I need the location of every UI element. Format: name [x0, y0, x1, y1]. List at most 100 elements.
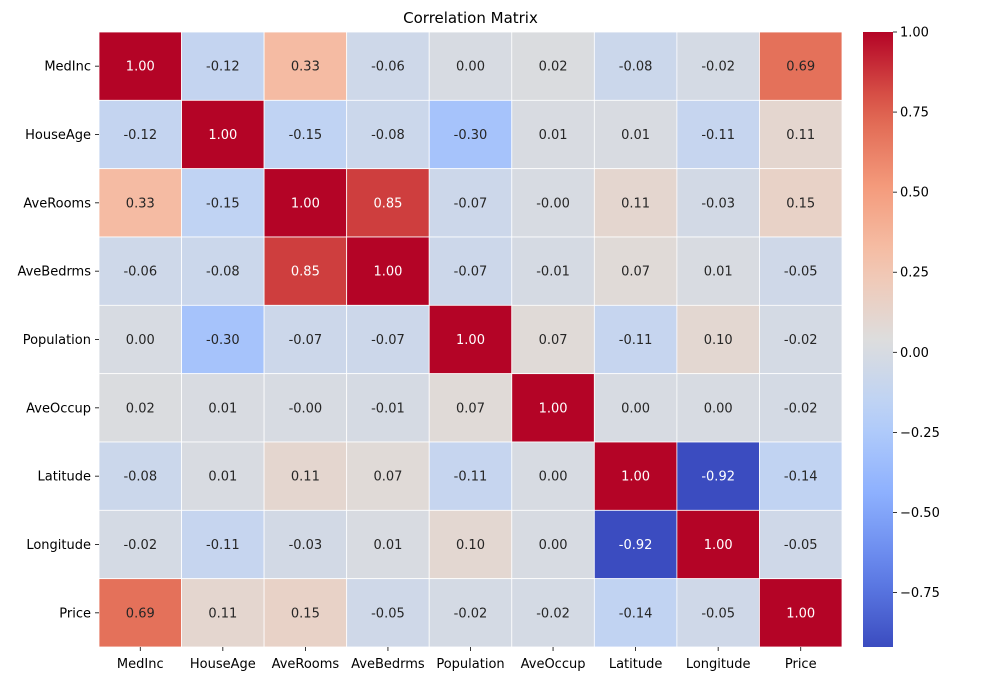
heatmap-cell — [346, 373, 430, 443]
cell-value-label: 0.01 — [621, 128, 650, 143]
colorbar-ticks: 1.00 0.75 0.50 0.25 0.00 −0.25 −0.50 −0.75 — [893, 26, 940, 601]
y-tick-label: Latitude — [37, 470, 91, 485]
heatmap-cell — [263, 99, 348, 170]
cell-value-label: 0.00 — [539, 538, 568, 553]
cell-value-label: -0.02 — [784, 333, 818, 348]
cell-value-label: -0.92 — [619, 538, 653, 553]
heatmap-cell — [511, 509, 595, 580]
colorbar — [863, 32, 893, 647]
cell-value-label: 0.11 — [786, 128, 815, 143]
cell-value-label: -0.12 — [206, 60, 240, 75]
cell-value-label: 0.01 — [373, 538, 402, 553]
cell-value-label: 0.00 — [539, 470, 568, 485]
cell-value-label: 1.00 — [126, 60, 155, 75]
colorbar-tick-label: 0.50 — [900, 186, 929, 201]
heatmap-cell — [346, 509, 430, 580]
heatmap-cell — [428, 441, 513, 511]
cell-value-label: -0.01 — [371, 401, 405, 416]
cell-value-label: -0.07 — [454, 196, 488, 211]
cell-value-label: -0.02 — [123, 538, 157, 553]
cell-value-label: -0.02 — [536, 606, 570, 621]
heatmap-cell — [759, 168, 843, 238]
colorbar-tick-label: 0.25 — [900, 266, 929, 281]
cell-value-label: -0.30 — [454, 128, 488, 143]
heatmap-cell — [263, 168, 348, 238]
x-tick-label: AveRooms — [272, 657, 340, 672]
heatmap-cell — [759, 304, 843, 375]
cell-value-label: 0.01 — [539, 128, 568, 143]
heatmap-cell — [676, 99, 760, 170]
y-tick-label: AveOccup — [26, 401, 91, 416]
cell-value-label: -0.07 — [371, 333, 405, 348]
colorbar-tick-label: 1.00 — [900, 26, 929, 41]
cell-value-label: 0.07 — [539, 333, 568, 348]
cell-value-label: 0.00 — [704, 401, 733, 416]
cell-value-label: 0.15 — [291, 606, 320, 621]
heatmap-cell — [428, 168, 513, 238]
cell-value-label: 0.02 — [539, 60, 568, 75]
heatmap-cell — [346, 168, 430, 238]
heatmap-cell — [593, 509, 678, 580]
cell-value-label: -0.02 — [454, 606, 488, 621]
cell-value-label: -0.02 — [701, 60, 735, 75]
heatmap-cell — [98, 578, 182, 648]
heatmap-cell — [98, 31, 182, 101]
heatmap-cell — [593, 99, 678, 170]
cell-value-label: 0.01 — [208, 401, 237, 416]
x-tick-label: Population — [436, 657, 504, 672]
cell-value-label: -0.11 — [454, 470, 488, 485]
cell-value-label: -0.92 — [701, 470, 735, 485]
heatmap-cell — [181, 304, 265, 375]
heatmap-cell — [263, 578, 348, 648]
heatmap-cell — [346, 236, 430, 306]
heatmap-cell — [511, 304, 595, 375]
cell-value-label: -0.05 — [701, 606, 735, 621]
x-tick-label: AveBedrms — [351, 657, 425, 672]
cell-value-label: 1.00 — [621, 470, 650, 485]
heatmap-cell — [593, 168, 678, 238]
colorbar-tick-label: 0.00 — [900, 346, 929, 361]
cell-value-label: 0.33 — [126, 196, 155, 211]
cell-value-label: 0.07 — [456, 401, 485, 416]
cell-value-label: -0.00 — [289, 401, 323, 416]
heatmap-cell — [428, 31, 513, 101]
cell-value-label: 0.00 — [456, 60, 485, 75]
x-tick-label: AveOccup — [521, 657, 586, 672]
cell-value-label: 0.07 — [373, 470, 402, 485]
cell-value-label: 0.01 — [704, 265, 733, 280]
heatmap-cell — [428, 99, 513, 170]
heatmap-cell — [428, 373, 513, 443]
chart-title: Correlation Matrix — [403, 9, 538, 27]
heatmap-cell — [759, 373, 843, 443]
x-tick-label: HouseAge — [190, 657, 256, 672]
cell-value-label: 0.07 — [621, 265, 650, 280]
heatmap-cell — [263, 373, 348, 443]
heatmap-cell — [759, 578, 843, 648]
cell-value-label: -0.05 — [784, 538, 818, 553]
cell-value-label: 0.85 — [291, 265, 320, 280]
cell-value-label: -0.07 — [289, 333, 323, 348]
heatmap-cell — [676, 236, 760, 306]
heatmap-cell — [263, 31, 348, 101]
heatmap-cell — [511, 578, 595, 648]
cell-value-label: -0.30 — [206, 333, 240, 348]
colorbar-tick-label: −0.75 — [900, 586, 940, 601]
cell-value-label: -0.02 — [784, 401, 818, 416]
cell-value-label: 1.00 — [456, 333, 485, 348]
cell-value-label: 0.10 — [456, 538, 485, 553]
x-tick-label: MedInc — [117, 657, 164, 672]
cell-value-label: 0.11 — [208, 606, 237, 621]
y-tick-label: MedInc — [44, 60, 91, 75]
x-tick-label: Longitude — [686, 657, 751, 672]
cell-value-label: -0.05 — [371, 606, 405, 621]
heatmap-cell — [181, 31, 265, 101]
cell-value-label: 0.02 — [126, 401, 155, 416]
heatmap-cell — [346, 99, 430, 170]
cell-value-label: 0.00 — [126, 333, 155, 348]
heatmap-cell — [759, 509, 843, 580]
heatmap-cell — [593, 441, 678, 511]
heatmap-cell — [759, 236, 843, 306]
cell-value-label: 1.00 — [208, 128, 237, 143]
cell-value-label: 0.15 — [786, 196, 815, 211]
heatmap-cell — [181, 168, 265, 238]
